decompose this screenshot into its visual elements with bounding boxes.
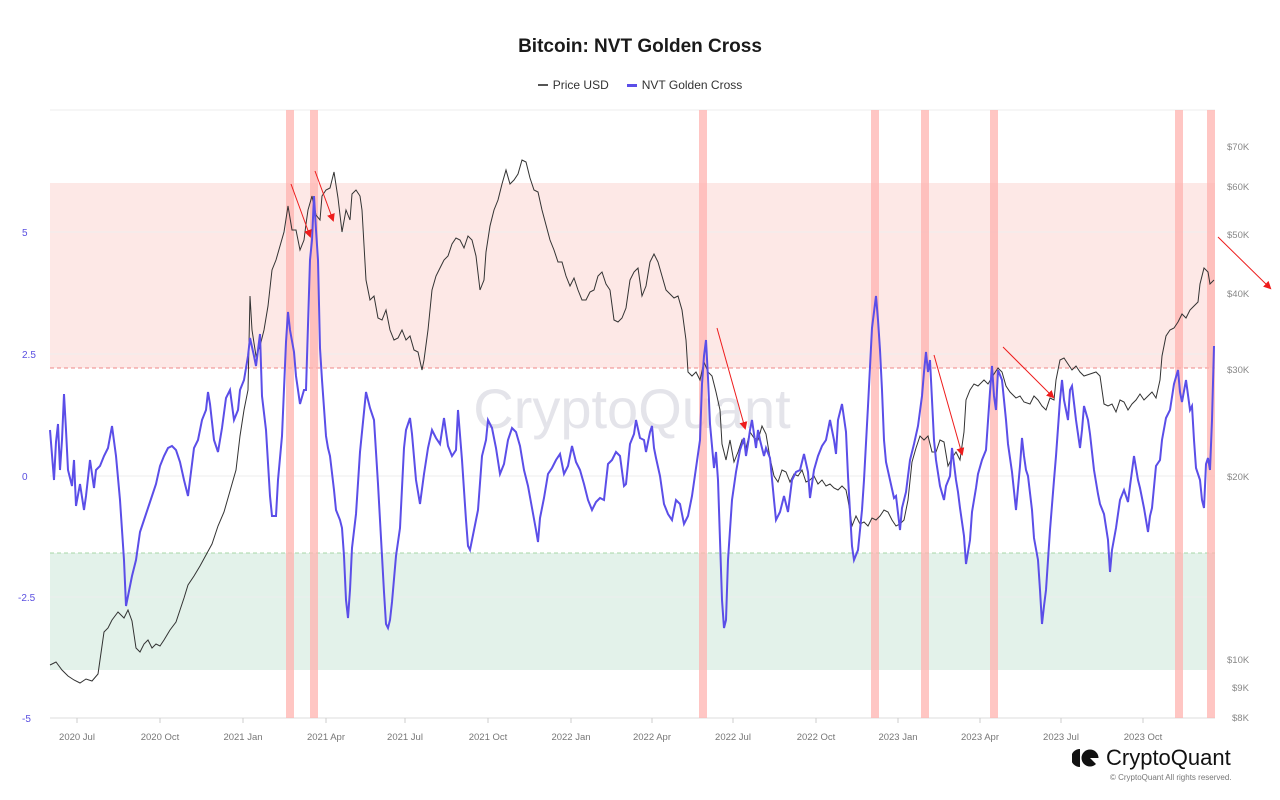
- legend-item-nvt[interactable]: NVT Golden Cross: [626, 78, 743, 92]
- svg-text:$10K: $10K: [1227, 655, 1250, 666]
- svg-text:$8K: $8K: [1232, 713, 1250, 724]
- down-arrow-icon: [1217, 236, 1272, 290]
- legend-label-price: Price USD: [552, 78, 609, 92]
- chart-legend: Price USD NVT Golden Cross: [0, 78, 1280, 92]
- down-arrow-icon: [1002, 346, 1055, 399]
- svg-text:2022 Jan: 2022 Jan: [551, 732, 590, 743]
- svg-text:2020 Jul: 2020 Jul: [59, 732, 95, 743]
- svg-text:$40K: $40K: [1227, 289, 1250, 300]
- x-axis: 2020 Jul 2020 Oct 2021 Jan 2021 Apr 2021…: [59, 718, 1163, 743]
- svg-text:2023 Jul: 2023 Jul: [1043, 732, 1079, 743]
- svg-text:$9K: $9K: [1232, 683, 1250, 694]
- svg-text:$20K: $20K: [1227, 472, 1250, 483]
- copyright-text: © CryptoQuant All rights reserved.: [1110, 773, 1232, 782]
- svg-text:-2.5: -2.5: [18, 593, 36, 604]
- svg-text:5: 5: [22, 228, 28, 239]
- nvt-golden-cross-line: [49, 195, 1215, 631]
- left-axis: 5 2.5 0 -2.5 -5: [18, 228, 36, 725]
- down-arrow-icon: [314, 170, 335, 222]
- svg-text:2021 Jul: 2021 Jul: [387, 732, 423, 743]
- logo-text: CryptoQuant: [1106, 745, 1231, 770]
- price-line-swatch-icon: [537, 84, 548, 86]
- legend-label-nvt: NVT Golden Cross: [641, 78, 743, 92]
- svg-text:2020 Oct: 2020 Oct: [141, 732, 180, 743]
- cryptoquant-logo: CryptoQuant: [1072, 745, 1231, 771]
- right-axis: $70K $60K $50K $40K $30K $20K $10K $9K $…: [1227, 142, 1250, 724]
- nvt-line-swatch-icon: [626, 83, 637, 87]
- svg-text:$50K: $50K: [1227, 230, 1250, 241]
- svg-text:2022 Apr: 2022 Apr: [633, 732, 671, 743]
- svg-text:2023 Apr: 2023 Apr: [961, 732, 999, 743]
- svg-text:$60K: $60K: [1227, 182, 1250, 193]
- svg-text:$30K: $30K: [1227, 365, 1250, 376]
- legend-item-price[interactable]: Price USD: [537, 78, 609, 92]
- undervalued-zone: [50, 553, 1215, 670]
- price-usd-line: [49, 159, 1215, 684]
- svg-text:2022 Oct: 2022 Oct: [797, 732, 836, 743]
- gridlines: [50, 109, 1215, 719]
- svg-text:2021 Oct: 2021 Oct: [469, 732, 508, 743]
- watermark: CryptoQuant: [473, 377, 791, 440]
- svg-text:2023 Oct: 2023 Oct: [1124, 732, 1163, 743]
- svg-text:2.5: 2.5: [22, 350, 36, 361]
- svg-text:2022 Jul: 2022 Jul: [715, 732, 751, 743]
- svg-text:2023 Jan: 2023 Jan: [878, 732, 917, 743]
- annotation-arrows: [290, 170, 1272, 456]
- svg-text:0: 0: [22, 472, 28, 483]
- svg-text:$70K: $70K: [1227, 142, 1250, 153]
- svg-text:2021 Apr: 2021 Apr: [307, 732, 345, 743]
- down-arrow-icon: [290, 183, 312, 238]
- chart-title: Bitcoin: NVT Golden Cross: [518, 36, 762, 57]
- down-arrow-icon: [933, 354, 965, 456]
- svg-text:-5: -5: [22, 714, 31, 725]
- highlight-bands: [286, 110, 1215, 718]
- svg-text:2021 Jan: 2021 Jan: [223, 732, 262, 743]
- down-arrow-icon: [716, 327, 748, 430]
- cryptoquant-logo-icon: [1072, 749, 1099, 767]
